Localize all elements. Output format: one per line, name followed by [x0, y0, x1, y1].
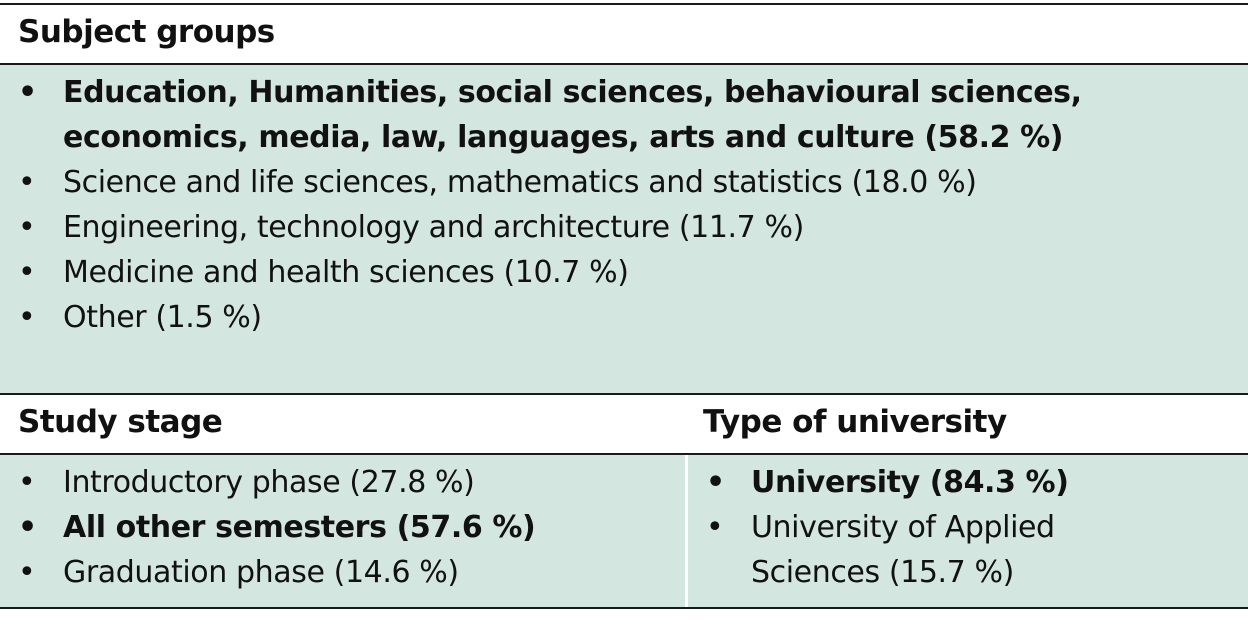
- study-stage-header: Study stage: [18, 404, 223, 440]
- subject-group-item-text: Science and life sciences, mathematics a…: [63, 165, 977, 200]
- bullet-icon: •: [18, 75, 37, 110]
- bullet-icon: •: [18, 465, 36, 500]
- subject-group-item-text: Medicine and health sciences (10.7 %): [63, 255, 629, 290]
- bullet-icon: •: [706, 510, 724, 545]
- column-divider: [685, 455, 688, 607]
- subject-group-item-text: Other (1.5 %): [63, 300, 262, 335]
- bullet-icon: •: [18, 210, 36, 245]
- university-type-item: • University (84.3 %): [688, 460, 1138, 505]
- subject-group-item-text: Engineering, technology and architecture…: [63, 210, 804, 245]
- bullet-icon: •: [706, 465, 725, 500]
- subject-groups-header-cell: Subject groups: [0, 5, 1248, 63]
- subject-group-item: • Science and life sciences, mathematics …: [0, 160, 1110, 205]
- subject-groups-list: • Education, Humanities, social sciences,…: [0, 70, 1110, 340]
- university-type-item-text: University of Applied Sciences (15.7 %): [751, 510, 1055, 590]
- subject-group-item: • Other (1.5 %): [0, 295, 1110, 340]
- bullet-icon: •: [18, 510, 37, 545]
- study-stage-item: • All other semesters (57.6 %): [0, 505, 680, 550]
- table-bottom-rule: [0, 607, 1248, 609]
- study-stage-item-text: Introductory phase (27.8 %): [63, 465, 475, 500]
- bullet-icon: •: [18, 255, 36, 290]
- subject-group-item: • Education, Humanities, social sciences,…: [0, 70, 1110, 160]
- study-stage-body: • Introductory phase (27.8 %) • All other s…: [0, 455, 685, 607]
- study-stage-item-text: Graduation phase (14.6 %): [63, 555, 459, 590]
- university-type-item: • University of Applied Sciences (15.7 %): [688, 505, 1138, 595]
- subject-groups-header-rule: [0, 63, 1248, 65]
- type-of-university-body: • University (84.3 %) • University of Appli…: [688, 455, 1248, 607]
- table-top-rule: [0, 3, 1248, 5]
- subject-group-item: • Engineering, technology and architectur…: [0, 205, 1110, 250]
- study-stage-item-text: All other semesters (57.6 %): [63, 510, 536, 545]
- study-stage-item: • Introductory phase (27.8 %): [0, 460, 680, 505]
- subject-groups-header: Subject groups: [18, 14, 275, 50]
- study-stage-list: • Introductory phase (27.8 %) • All other s…: [0, 460, 680, 595]
- university-type-item-text: University (84.3 %): [751, 465, 1069, 500]
- bullet-icon: •: [18, 165, 36, 200]
- type-of-university-list: • University (84.3 %) • University of Appli…: [688, 460, 1138, 595]
- type-of-university-header: Type of university: [703, 404, 1007, 440]
- bullet-icon: •: [18, 555, 36, 590]
- second-header-row: Study stage Type of university: [0, 395, 1248, 453]
- subject-group-item: • Medicine and health sciences (10.7 %): [0, 250, 1110, 295]
- second-header-rule: [0, 453, 1248, 455]
- bullet-icon: •: [18, 300, 36, 335]
- study-stage-item: • Graduation phase (14.6 %): [0, 550, 680, 595]
- subject-groups-body: • Education, Humanities, social sciences,…: [0, 65, 1248, 393]
- subject-groups-bottom-rule: [0, 393, 1248, 395]
- subject-group-item-text: Education, Humanities, social sciences, …: [63, 75, 1082, 155]
